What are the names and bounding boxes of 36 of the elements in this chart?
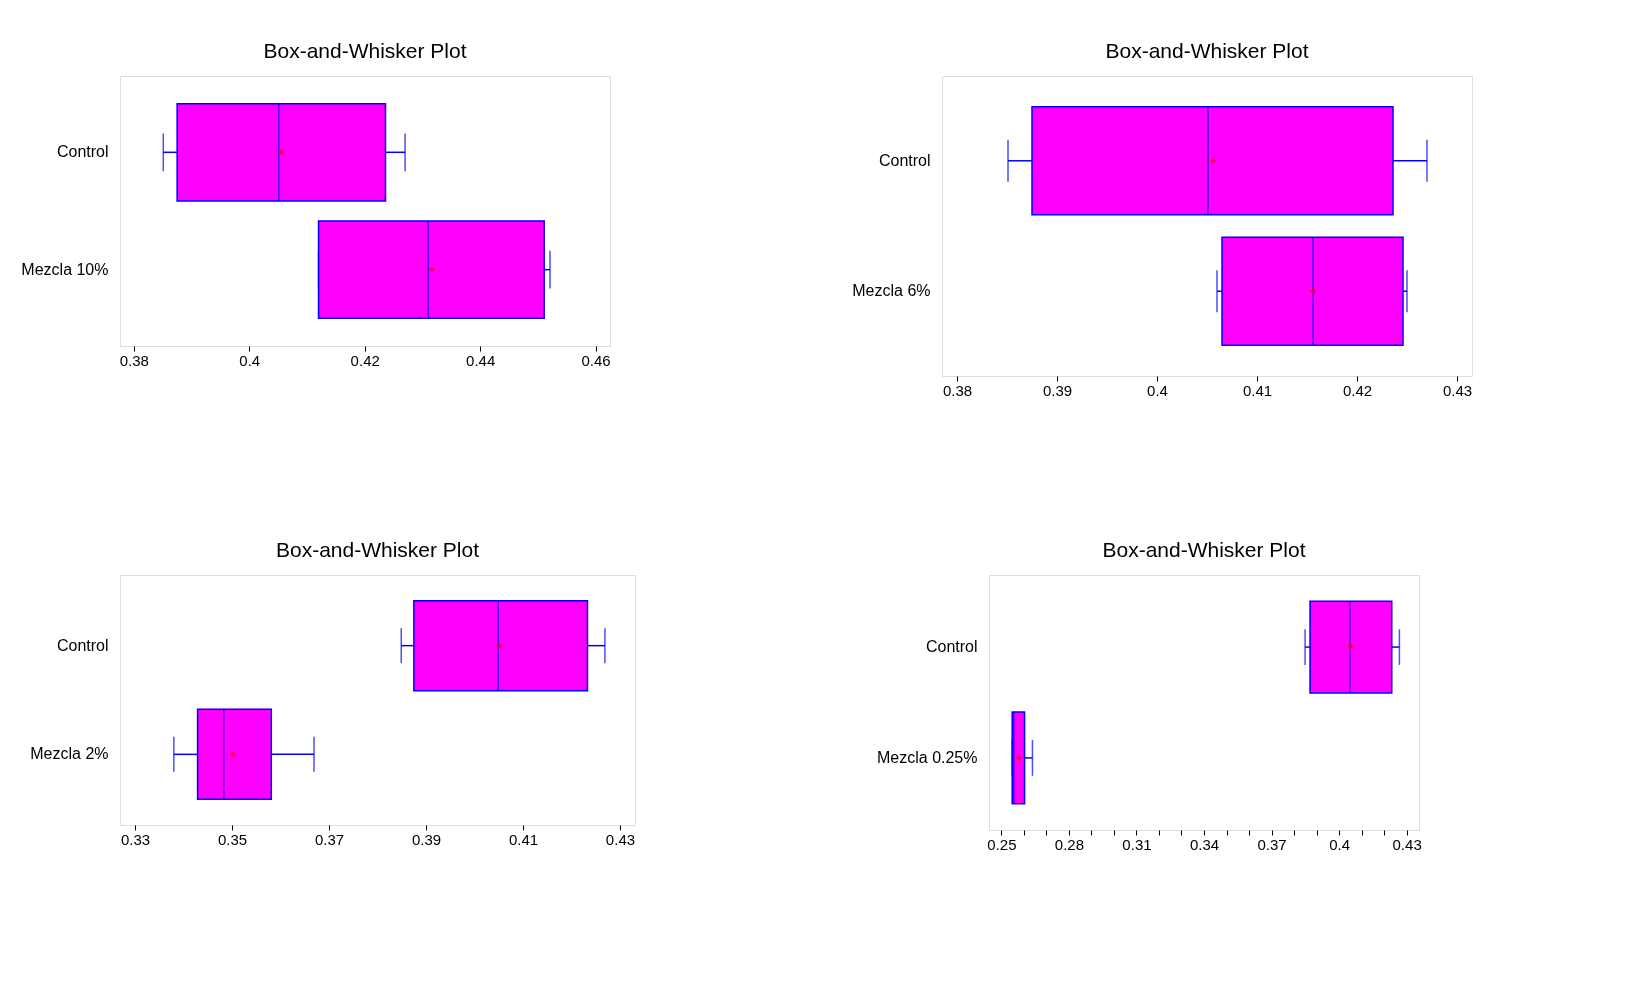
x-tick-label: 0.4: [239, 351, 261, 369]
chart-title: Box-and-Whisker Plot: [263, 39, 467, 62]
x-tick-label: 0.41: [1242, 381, 1273, 399]
x-tick-label: 0.38: [119, 351, 149, 369]
x-tick-label: 0.41: [508, 830, 539, 848]
y-tick-label: Control: [56, 143, 109, 161]
y-tick-label: Mezcla 0.25%: [877, 748, 978, 766]
x-tick-label: 0.31: [1122, 835, 1152, 853]
x-tick-label: 0.43: [1442, 381, 1473, 399]
y-tick-label: Mezcla 6%: [852, 282, 931, 300]
x-tick-label: 0.33: [120, 830, 151, 848]
x-tick-label: 0.42: [1342, 381, 1373, 399]
x-tick-label: 0.43: [1392, 835, 1422, 853]
x-tick-label: 0.38: [942, 381, 973, 399]
x-tick-label: 0.43: [605, 830, 636, 848]
x-tick-label: 0.37: [314, 830, 345, 848]
x-tick-label: 0.25: [987, 835, 1017, 853]
chart-title: Box-and-Whisker Plot: [1105, 39, 1309, 62]
x-tick-label: 0.44: [466, 351, 496, 369]
x-tick-label: 0.35: [217, 830, 248, 848]
x-tick-label: 0.37: [1257, 835, 1287, 853]
y-tick-label: Control: [878, 151, 931, 169]
y-tick-label: Mezcla 10%: [21, 260, 109, 278]
x-tick-label: 0.42: [350, 351, 380, 369]
chart-title: Box-and-Whisker Plot: [275, 538, 480, 561]
x-tick-label: 0.4: [1329, 835, 1351, 853]
chart-title: Box-and-Whisker Plot: [1102, 538, 1306, 561]
y-tick-label: Control: [56, 636, 109, 654]
x-tick-label: 0.46: [581, 351, 611, 369]
x-tick-label: 0.28: [1054, 835, 1085, 853]
x-tick-label: 0.4: [1147, 381, 1168, 399]
y-tick-label: Mezcla 2%: [30, 745, 109, 763]
x-tick-label: 0.39: [411, 830, 442, 848]
x-tick-label: 0.34: [1189, 835, 1220, 853]
x-tick-label: 0.39: [1042, 381, 1073, 399]
y-tick-label: Control: [925, 638, 978, 656]
